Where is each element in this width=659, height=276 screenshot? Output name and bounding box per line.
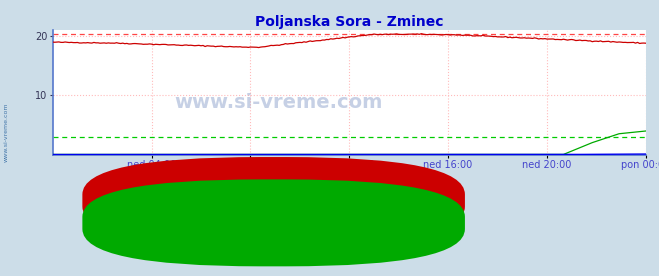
FancyBboxPatch shape	[82, 157, 465, 244]
Text: www.si-vreme.com: www.si-vreme.com	[3, 103, 9, 162]
Title: Poljanska Sora - Zminec: Poljanska Sora - Zminec	[255, 15, 444, 29]
Text: temperatura [C]: temperatura [C]	[296, 195, 381, 206]
FancyBboxPatch shape	[82, 179, 465, 266]
Text: pretok [m3/s]: pretok [m3/s]	[296, 218, 367, 228]
Text: www.si-vreme.com: www.si-vreme.com	[174, 93, 382, 112]
